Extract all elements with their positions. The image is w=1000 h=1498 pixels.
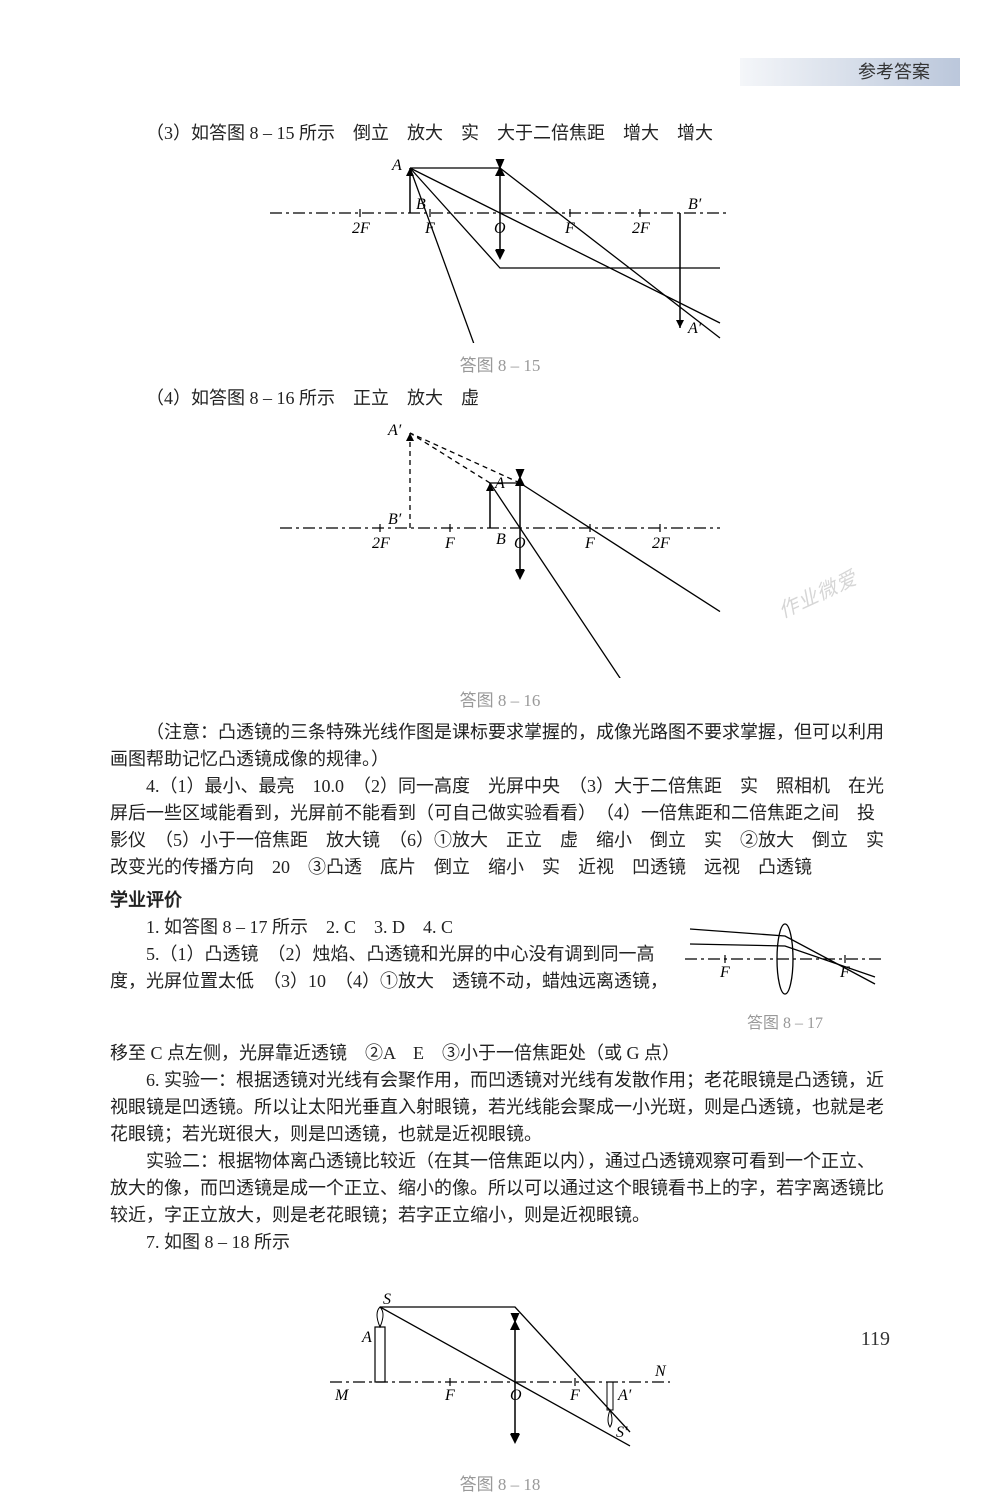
- svg-text:2F: 2F: [372, 535, 390, 552]
- ray-diagram-8-16: 2FFOF2FABA′B′: [260, 418, 740, 678]
- svg-text:2F: 2F: [352, 220, 370, 237]
- note-text: （注意：凸透镜的三条特殊光线作图是课标要求掌握的，成像光路图不要求掌握，但可以利…: [110, 719, 890, 773]
- svg-text:S: S: [383, 1291, 391, 1308]
- svg-text:F: F: [564, 220, 575, 237]
- ray-diagram-8-17: FF: [680, 914, 890, 1004]
- svg-text:B′: B′: [688, 196, 702, 213]
- figure-8-16: 2FFOF2FABA′B′: [110, 418, 890, 686]
- figure-8-15-caption: 答图 8 – 15: [110, 353, 890, 379]
- svg-text:F: F: [444, 535, 455, 552]
- page-header-tab: 参考答案: [740, 58, 960, 86]
- svg-text:O: O: [514, 535, 526, 552]
- ray-diagram-8-15: 2FFOF2FABA′B′: [260, 153, 740, 343]
- figure-8-18: FFOMNASA′S′: [110, 1262, 890, 1470]
- eval-title: 学业评价: [110, 887, 890, 914]
- ray-diagram-8-18: FFOMNASA′S′: [320, 1262, 680, 1462]
- q4-text: （4）如答图 8 – 16 所示 正立 放大 虚: [110, 385, 890, 412]
- svg-text:M: M: [334, 1387, 350, 1404]
- svg-text:A: A: [361, 1329, 372, 1346]
- svg-text:N: N: [654, 1363, 667, 1380]
- eval-line4: 实验二：根据物体离凸透镜比较近（在其一倍焦距以内），通过凸透镜观察可看到一个正立…: [110, 1148, 890, 1229]
- svg-text:2F: 2F: [652, 535, 670, 552]
- figure-8-18-caption: 答图 8 – 18: [110, 1472, 890, 1498]
- page-content: （3）如答图 8 – 15 所示 倒立 放大 实 大于二倍焦距 增大 增大 2F…: [110, 120, 890, 1498]
- svg-text:A′: A′: [617, 1387, 632, 1404]
- page-number: 119: [861, 1324, 890, 1354]
- eval-line5: 7. 如图 8 – 18 所示: [110, 1229, 890, 1256]
- svg-text:A: A: [391, 157, 402, 174]
- svg-text:F: F: [719, 964, 730, 981]
- svg-text:A′: A′: [387, 422, 402, 439]
- svg-text:O: O: [510, 1387, 522, 1404]
- svg-text:B′: B′: [388, 511, 402, 528]
- q3-text: （3）如答图 8 – 15 所示 倒立 放大 实 大于二倍焦距 增大 增大: [110, 120, 890, 147]
- svg-text:F: F: [584, 535, 595, 552]
- svg-text:O: O: [494, 220, 506, 237]
- figure-8-15: 2FFOF2FABA′B′: [110, 153, 890, 351]
- eval-line3: 6. 实验一：根据透镜对光线有会聚作用，而凹透镜对光线有发散作用；老花眼镜是凸透…: [110, 1067, 890, 1148]
- svg-text:F: F: [569, 1387, 580, 1404]
- figure-8-17-caption: 答图 8 – 17: [680, 1012, 890, 1036]
- svg-text:B: B: [496, 531, 506, 548]
- svg-text:F: F: [444, 1387, 455, 1404]
- q4b-text: 4.（1）最小、最亮 10.0 （2）同一高度 光屏中央 （3）大于二倍焦距 实…: [110, 773, 890, 881]
- svg-text:2F: 2F: [632, 220, 650, 237]
- figure-8-16-caption: 答图 8 – 16: [110, 688, 890, 714]
- figure-8-17: FF 答图 8 – 17: [680, 914, 890, 1036]
